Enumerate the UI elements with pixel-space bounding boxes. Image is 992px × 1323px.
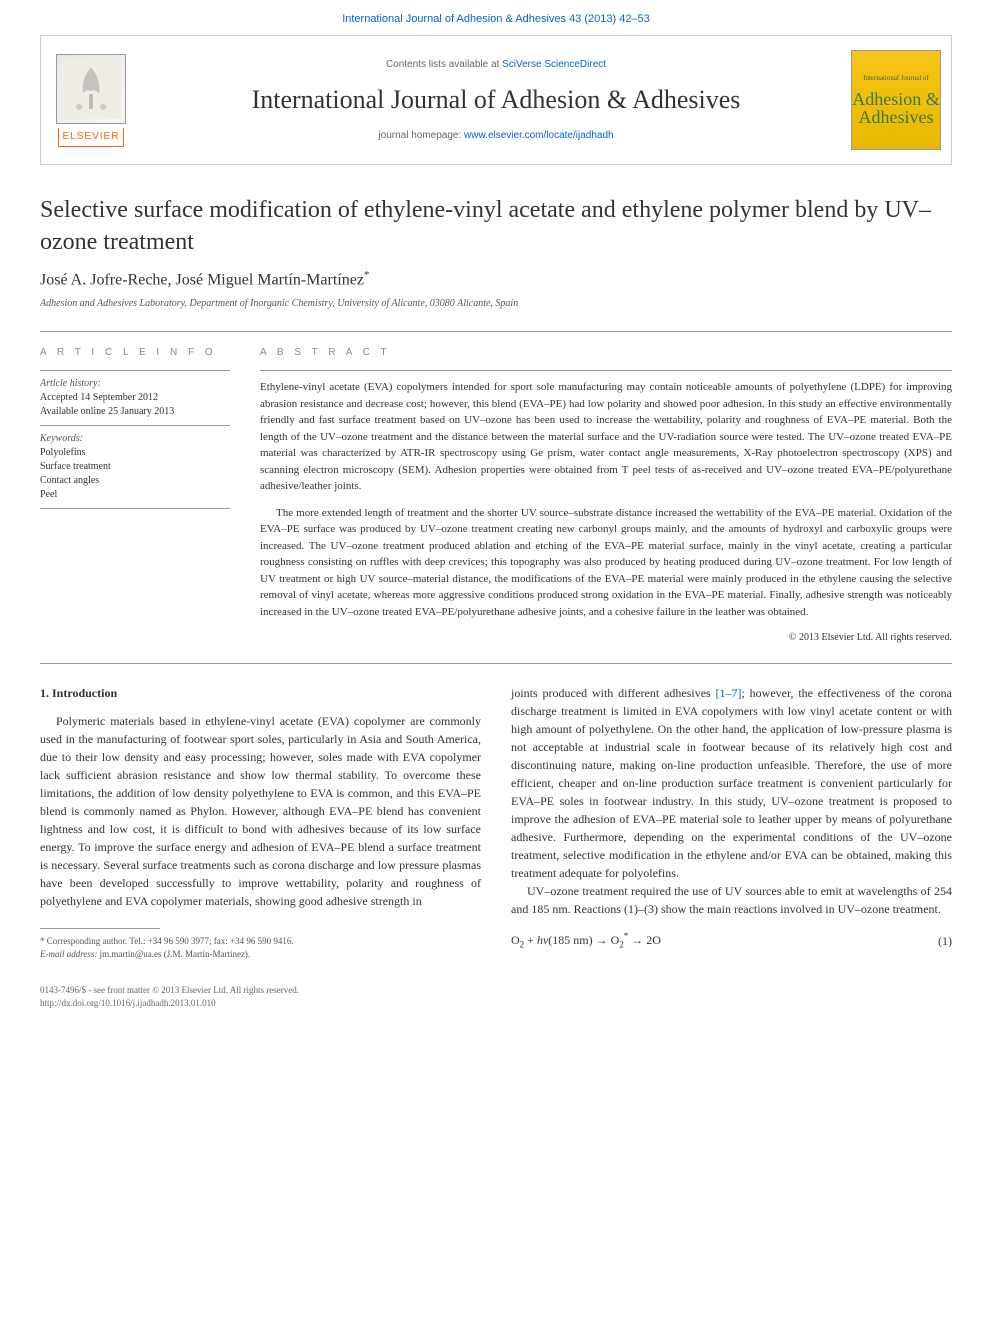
author-link[interactable]: José A. Jofre-Reche, José Miguel Martín-… — [40, 271, 364, 288]
text-post-ref: ; however, the effectiveness of the coro… — [511, 686, 952, 880]
contents-text: Contents lists available at — [386, 59, 502, 70]
equation-1: O2 + hν(185 nm) → O2* → 2O (1) — [511, 930, 952, 952]
history-block: Article history: Accepted 14 September 2… — [40, 370, 230, 425]
email-label: E-mail address: — [40, 949, 100, 959]
abstract-text: Ethylene-vinyl acetate (EVA) copolymers … — [260, 370, 952, 645]
contents-line: Contents lists available at SciVerse Sci… — [161, 58, 831, 72]
homepage-link[interactable]: www.elsevier.com/locate/ijadhadh — [464, 130, 614, 141]
abstract-p2: The more extended length of treatment an… — [260, 505, 952, 621]
issn-line: 0143-7496/$ - see front matter © 2013 El… — [40, 984, 952, 997]
keyword: Surface treatment — [40, 460, 230, 474]
homepage-line: journal homepage: www.elsevier.com/locat… — [161, 129, 831, 143]
journal-cover[interactable]: International Journal of Adhesion & Adhe… — [851, 50, 941, 150]
section-1-heading: 1. Introduction — [40, 684, 481, 702]
keyword: Polyolefins — [40, 446, 230, 460]
elsevier-text: ELSEVIER — [58, 128, 125, 147]
footer: 0143-7496/$ - see front matter © 2013 El… — [40, 984, 952, 1009]
main-columns: 1. Introduction Polymeric materials base… — [40, 684, 952, 964]
cover-title-1: Adhesion & — [852, 90, 940, 108]
keywords-block: Keywords: Polyolefins Surface treatment … — [40, 425, 230, 509]
homepage-text: journal homepage: — [378, 130, 464, 141]
copyright: © 2013 Elsevier Ltd. All rights reserved… — [260, 630, 952, 645]
intro-p1-cont: joints produced with different adhesives… — [511, 684, 952, 882]
eq-formula: O2 + hν(185 nm) → O2* → 2O — [511, 930, 661, 952]
keywords-label: Keywords: — [40, 432, 230, 446]
journal-title: International Journal of Adhesion & Adhe… — [161, 82, 831, 118]
ref-link[interactable]: [1–7] — [716, 686, 742, 700]
keyword: Contact angles — [40, 474, 230, 488]
header-center: Contents lists available at SciVerse Sci… — [141, 58, 851, 142]
right-column: joints produced with different adhesives… — [511, 684, 952, 964]
email-name: (J.M. Martín-Martínez). — [161, 949, 250, 959]
info-heading: A R T I C L E I N F O — [40, 346, 230, 360]
history-label: Article history: — [40, 377, 230, 391]
email-link[interactable]: jm.martin@ua.es — [100, 949, 162, 959]
accepted-date: Accepted 14 September 2012 — [40, 391, 230, 405]
affiliation: Adhesion and Adhesives Laboratory, Depar… — [40, 297, 952, 311]
corr-marker: * — [364, 269, 370, 281]
text-pre-ref: joints produced with different adhesives — [511, 686, 716, 700]
email-footnote: E-mail address: jm.martin@ua.es (J.M. Ma… — [40, 948, 481, 961]
tree-icon — [56, 54, 126, 124]
citation-header: International Journal of Adhesion & Adhe… — [0, 0, 992, 35]
intro-p2: UV–ozone treatment required the use of U… — [511, 882, 952, 918]
cover-title-2: Adhesives — [859, 108, 934, 126]
corr-footnote: * Corresponding author. Tel.: +34 96 590… — [40, 935, 481, 948]
intro-p1: Polymeric materials based in ethylene-vi… — [40, 712, 481, 910]
authors: José A. Jofre-Reche, José Miguel Martín-… — [40, 268, 952, 292]
sciencedirect-link[interactable]: SciVerse ScienceDirect — [502, 59, 606, 70]
abstract-heading: A B S T R A C T — [260, 346, 952, 360]
article-title: Selective surface modification of ethyle… — [40, 195, 952, 257]
article-info: A R T I C L E I N F O Article history: A… — [40, 346, 230, 645]
left-column: 1. Introduction Polymeric materials base… — [40, 684, 481, 964]
citation-link[interactable]: International Journal of Adhesion & Adhe… — [342, 13, 650, 25]
eq-number: (1) — [938, 932, 952, 950]
cover-header: International Journal of — [863, 74, 929, 84]
footnote-rule — [40, 928, 160, 929]
elsevier-logo[interactable]: ELSEVIER — [41, 36, 141, 164]
keyword: Peel — [40, 488, 230, 502]
abstract-column: A B S T R A C T Ethylene-vinyl acetate (… — [260, 346, 952, 645]
abstract-p1: Ethylene-vinyl acetate (EVA) copolymers … — [260, 379, 952, 495]
doi-line: http://dx.doi.org/10.1016/j.ijadhadh.201… — [40, 997, 952, 1010]
online-date: Available online 25 January 2013 — [40, 405, 230, 419]
rule-bottom — [40, 663, 952, 664]
journal-header-box: ELSEVIER Contents lists available at Sci… — [40, 35, 952, 165]
info-abstract-row: A R T I C L E I N F O Article history: A… — [40, 332, 952, 663]
